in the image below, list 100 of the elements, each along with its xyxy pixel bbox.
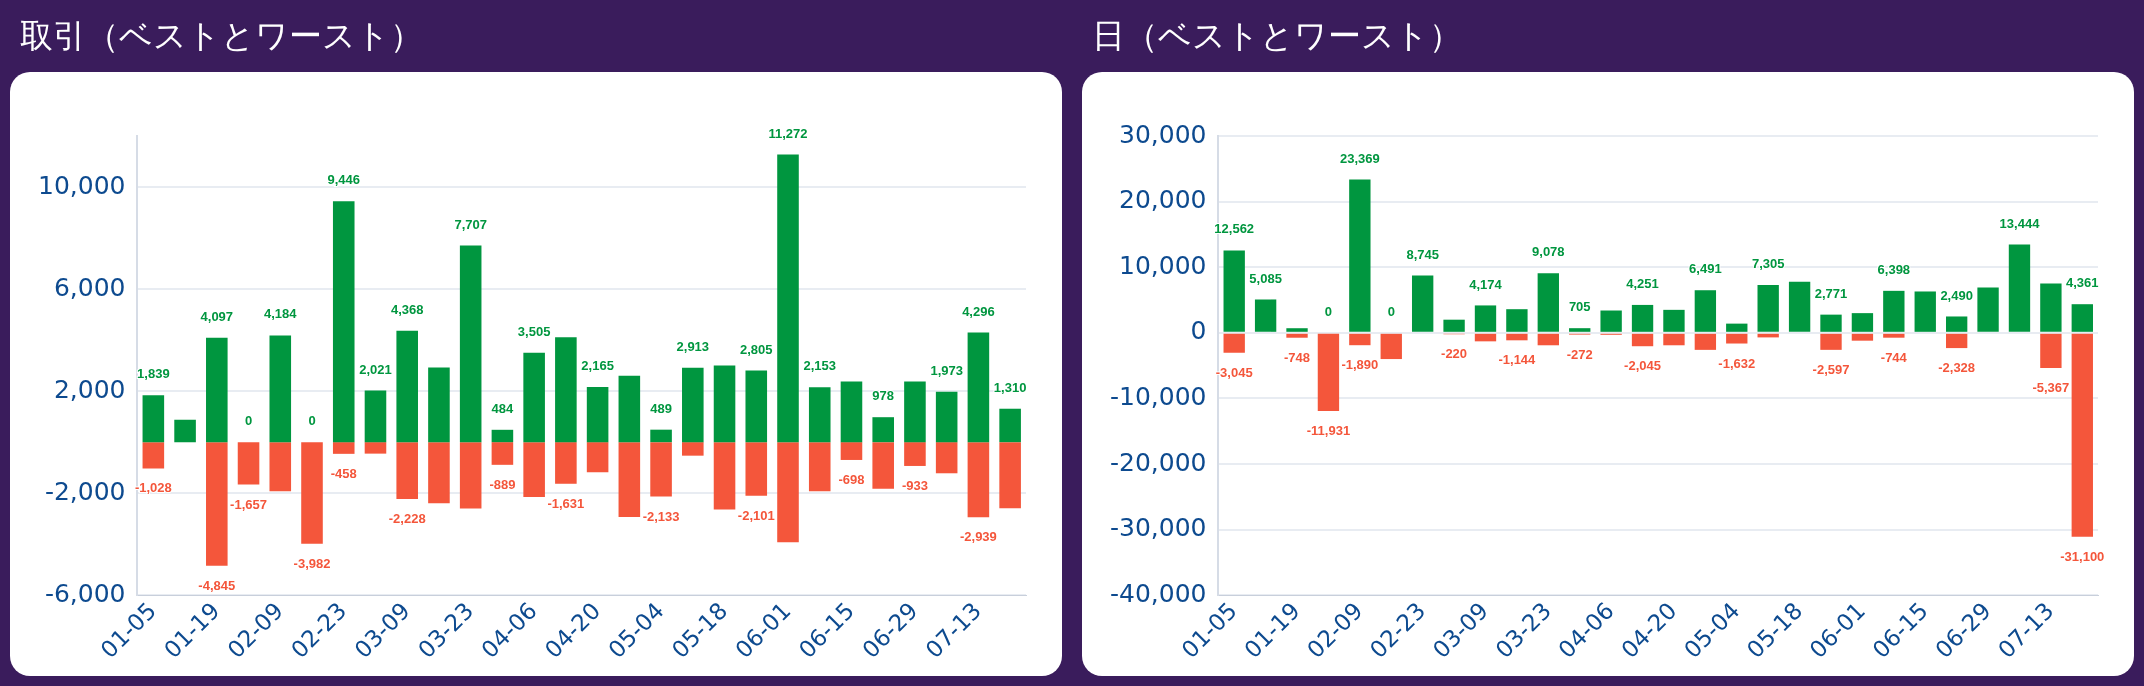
data-label: -744 bbox=[1880, 349, 1908, 365]
data-label: 7,305 bbox=[1751, 255, 1785, 271]
bar bbox=[777, 154, 799, 443]
y-tick-label: -20,000 bbox=[1110, 447, 1207, 477]
data-label: -2,101 bbox=[737, 507, 775, 523]
data-label: 978 bbox=[872, 388, 895, 404]
bar bbox=[237, 442, 260, 485]
bar bbox=[364, 442, 387, 454]
bar bbox=[1443, 319, 1465, 332]
bar bbox=[745, 370, 768, 443]
bar bbox=[808, 387, 831, 443]
data-label: 5,085 bbox=[1249, 270, 1282, 286]
bar bbox=[1254, 299, 1277, 332]
bar bbox=[269, 442, 292, 492]
bar bbox=[2071, 333, 2093, 537]
y-tick-label: -30,000 bbox=[1110, 513, 1207, 543]
bar bbox=[1349, 179, 1371, 332]
bar bbox=[682, 442, 704, 456]
bar bbox=[1537, 273, 1559, 332]
bar bbox=[650, 429, 672, 443]
data-label: 0 bbox=[1324, 303, 1333, 319]
bar bbox=[1694, 290, 1717, 332]
bar bbox=[1317, 333, 1340, 412]
bar bbox=[1851, 333, 1874, 341]
data-label: 7,707 bbox=[454, 216, 487, 232]
bar bbox=[840, 381, 863, 443]
bar bbox=[1537, 333, 1559, 346]
bar bbox=[1474, 305, 1497, 332]
bar bbox=[745, 442, 768, 496]
bar bbox=[174, 419, 196, 443]
bar bbox=[650, 442, 672, 497]
bar bbox=[1945, 316, 1968, 332]
data-label: -220 bbox=[1441, 346, 1468, 362]
bar bbox=[396, 442, 418, 499]
chart-title: 日（ベストとワースト） bbox=[1092, 15, 1462, 57]
data-label: 484 bbox=[491, 400, 515, 416]
y-tick-label: -10,000 bbox=[1110, 381, 1207, 411]
data-label: -1,144 bbox=[1498, 352, 1537, 368]
data-label: -3,045 bbox=[1215, 364, 1253, 380]
data-label: -458 bbox=[330, 465, 357, 481]
data-label: 23,369 bbox=[1339, 150, 1380, 166]
bar bbox=[904, 381, 926, 443]
bar bbox=[523, 352, 545, 443]
data-label: 4,097 bbox=[200, 308, 234, 324]
bar bbox=[523, 442, 545, 497]
bar bbox=[904, 442, 926, 466]
y-tick-label: 10,000 bbox=[37, 170, 126, 200]
data-label: -698 bbox=[838, 472, 865, 488]
bar bbox=[840, 442, 863, 460]
data-label: 4,184 bbox=[264, 306, 298, 322]
bar bbox=[872, 442, 894, 489]
data-label: 1,973 bbox=[930, 362, 963, 378]
bar bbox=[2040, 333, 2062, 369]
bar bbox=[459, 245, 482, 443]
bar bbox=[364, 390, 387, 443]
data-label: -2,228 bbox=[388, 511, 426, 527]
data-label: 13,444 bbox=[1999, 215, 2041, 231]
data-label: 4,361 bbox=[2066, 275, 2099, 291]
data-label: 2,490 bbox=[1940, 287, 1973, 303]
data-label: -933 bbox=[901, 478, 928, 494]
bar bbox=[808, 442, 831, 492]
data-label: -889 bbox=[489, 476, 516, 492]
data-label: 9,446 bbox=[327, 172, 361, 188]
bar bbox=[1506, 309, 1528, 332]
data-label: 11,272 bbox=[768, 125, 808, 141]
data-label: -1,631 bbox=[547, 495, 585, 511]
bar bbox=[1223, 250, 1245, 332]
bar bbox=[872, 417, 894, 443]
bar bbox=[1820, 314, 1842, 332]
data-label: -1,632 bbox=[1718, 355, 1756, 371]
bar bbox=[967, 442, 990, 518]
bar bbox=[1631, 304, 1654, 332]
data-label: 4,174 bbox=[1469, 276, 1503, 292]
bar bbox=[1726, 333, 1748, 344]
bar bbox=[428, 367, 450, 443]
bar bbox=[1286, 333, 1308, 338]
data-label: -2,328 bbox=[1938, 360, 1976, 376]
data-label: -1,028 bbox=[134, 480, 172, 496]
bar bbox=[555, 442, 577, 484]
bar bbox=[1223, 333, 1245, 353]
bar bbox=[142, 442, 165, 469]
data-label: 2,805 bbox=[740, 341, 773, 357]
bar bbox=[1569, 328, 1591, 332]
data-label: -1,890 bbox=[1341, 357, 1379, 373]
bar bbox=[1380, 333, 1402, 360]
data-label: 1,839 bbox=[137, 366, 170, 382]
y-tick-label: 6,000 bbox=[53, 272, 126, 302]
bar bbox=[1286, 328, 1308, 332]
y-tick-label: 10,000 bbox=[1119, 250, 1207, 280]
bar bbox=[1663, 309, 1685, 332]
bar bbox=[935, 442, 958, 474]
data-label: 2,165 bbox=[581, 357, 614, 373]
y-tick-label: 2,000 bbox=[53, 374, 126, 404]
data-label: -5,367 bbox=[2032, 380, 2070, 396]
bar bbox=[1600, 310, 1622, 332]
bar bbox=[1788, 281, 1811, 332]
bar bbox=[555, 337, 577, 443]
bar bbox=[682, 367, 704, 443]
bar bbox=[1757, 284, 1779, 332]
data-label: -31,100 bbox=[2060, 548, 2105, 564]
